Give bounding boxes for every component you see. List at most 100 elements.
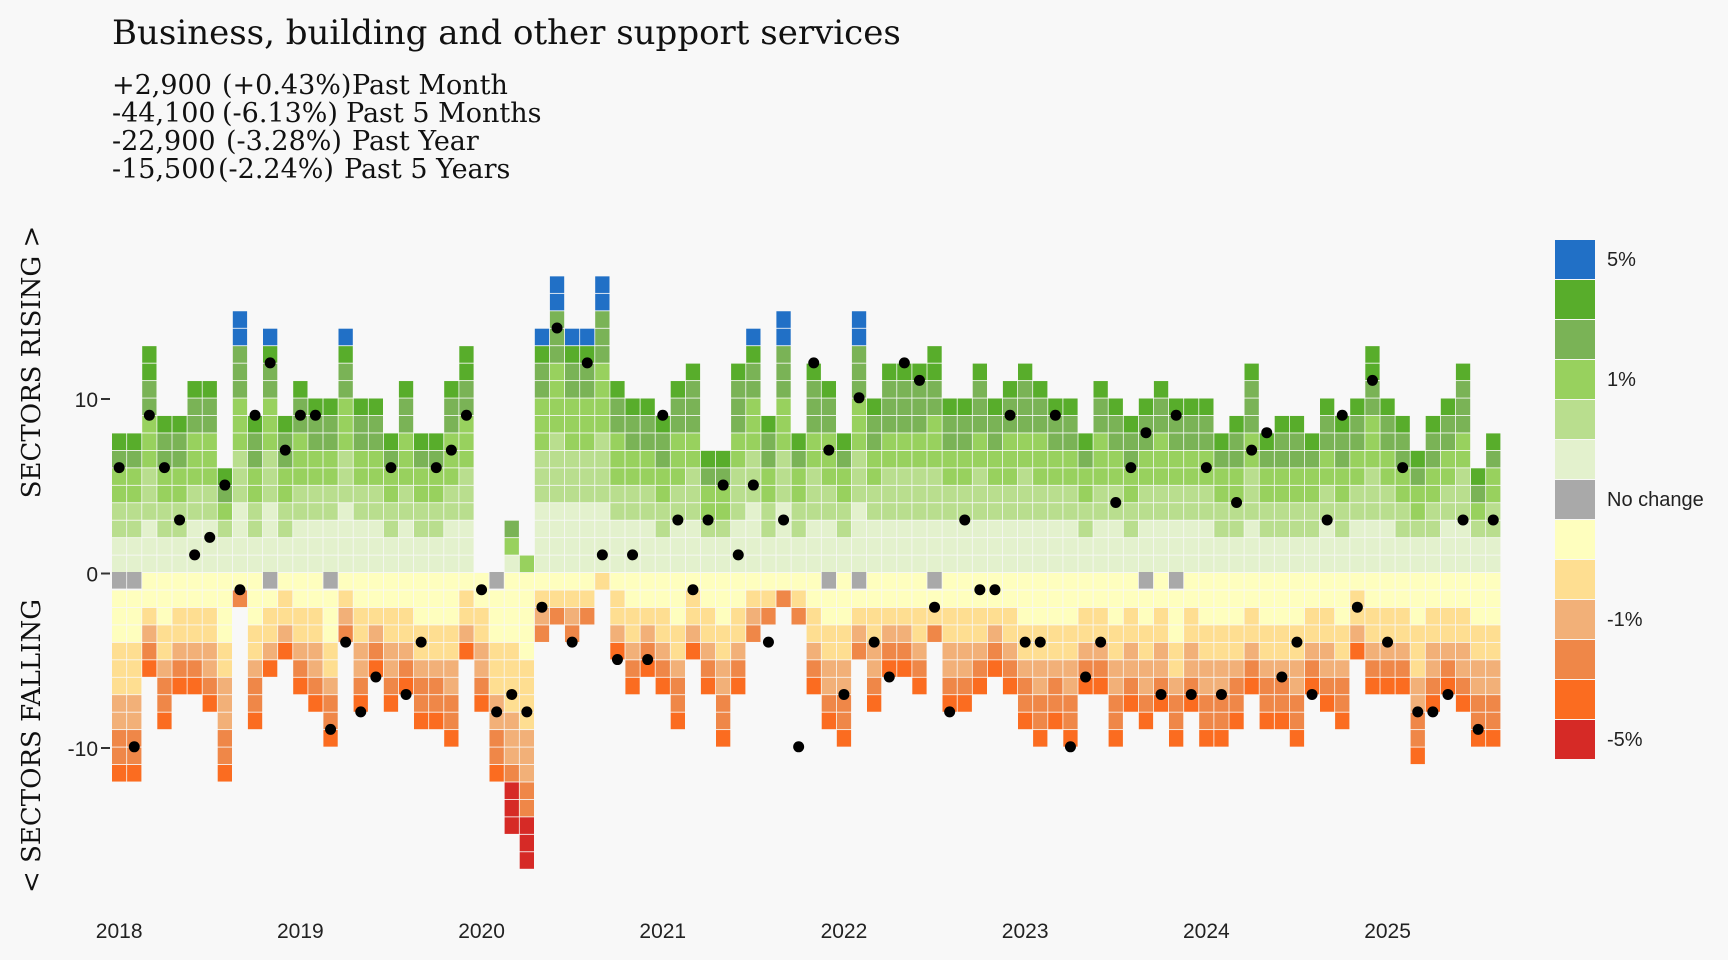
rising-cell [836,520,852,538]
month-column [1320,398,1335,712]
legend-label: No change [1607,489,1704,511]
rising-cell [942,415,957,433]
rising-cell [429,538,444,555]
rising-cell [1063,503,1078,520]
rising-cell [806,433,821,450]
legend-swatch [1555,280,1595,319]
falling-cell [1063,642,1078,660]
rising-cell [655,520,670,538]
net-dot [1004,409,1016,421]
falling-cell [1033,607,1048,625]
falling-cell [278,607,293,625]
rising-cell [1169,415,1184,433]
rising-cell [232,328,248,346]
falling-cell [1365,660,1380,677]
falling-cell [1471,712,1486,730]
rising-cell [1093,520,1108,538]
rising-cell [806,398,821,416]
falling-cell [1244,573,1259,590]
rising-cell [882,433,897,450]
net-dot [989,584,1001,596]
rising-cell [670,381,685,398]
rising-cell [776,363,791,381]
falling-cell [1304,660,1320,677]
falling-cell [882,642,897,660]
rising-cell [670,520,685,538]
rising-cell [1395,415,1410,433]
rising-cell [640,468,655,485]
falling-cell [610,607,625,625]
falling-cell [791,607,806,625]
falling-cell [1138,712,1154,730]
rising-cell [1455,538,1471,555]
rising-cell [1335,450,1350,468]
rising-cell [972,433,987,450]
rising-cell [731,468,746,485]
falling-cell [1486,660,1501,677]
rising-cell [1078,468,1093,485]
falling-cell [1350,607,1365,625]
net-dot [204,531,216,543]
falling-cell [640,573,655,590]
rising-cell [1395,468,1410,485]
rising-cell [1259,538,1274,555]
rising-cell [1153,503,1169,520]
rising-cell [232,381,248,398]
falling-cell [1108,730,1123,747]
rising-cell [338,538,353,555]
falling-cell [1063,677,1078,695]
falling-cell [1063,660,1078,677]
rising-cell [1425,415,1440,433]
rising-cell [776,398,791,416]
rising-cell [1033,503,1048,520]
rising-cell [263,346,278,363]
net-dot [1457,514,1469,526]
falling-cell [444,573,459,590]
rising-cell [927,538,942,555]
rising-cell [1486,503,1501,520]
rising-cell [746,538,761,555]
rising-cell [595,485,610,503]
legend-swatch [1555,520,1595,559]
summary-change: -15,500 [112,154,216,185]
falling-cell [1229,625,1244,642]
rising-cell [731,555,746,573]
rising-cell [534,485,550,503]
rising-cell [504,555,519,573]
falling-cell [474,590,489,608]
rising-cell [882,485,897,503]
month-column [398,381,414,695]
x-tick-label: 2022 [821,920,868,943]
rising-cell [927,555,942,573]
rising-cell [851,450,867,468]
rising-cell [987,450,1003,468]
rising-cell [1320,538,1335,555]
rising-cell [1335,520,1350,538]
rising-cell [549,520,565,538]
rising-cell [549,346,565,363]
falling-cell [1033,642,1048,660]
month-column [1274,415,1289,730]
falling-cell [504,799,519,817]
rising-cell [1184,538,1199,555]
rising-cell [1199,555,1214,573]
rising-cell [882,538,897,555]
rising-cell [851,398,867,416]
falling-cell [172,607,187,625]
rising-cell [897,485,912,503]
falling-cell [1063,607,1078,625]
falling-cell [1229,590,1244,608]
rising-cell [897,415,912,433]
rising-cell [1395,538,1410,555]
rising-cell [232,468,248,485]
rising-cell [625,433,640,450]
month-column [851,311,867,660]
falling-cell [1199,573,1214,590]
rising-cell [806,363,821,381]
falling-cell [882,573,897,590]
falling-cell [1078,660,1093,677]
rising-cell [247,520,263,538]
rising-cell [610,555,625,573]
falling-cell [821,677,836,695]
